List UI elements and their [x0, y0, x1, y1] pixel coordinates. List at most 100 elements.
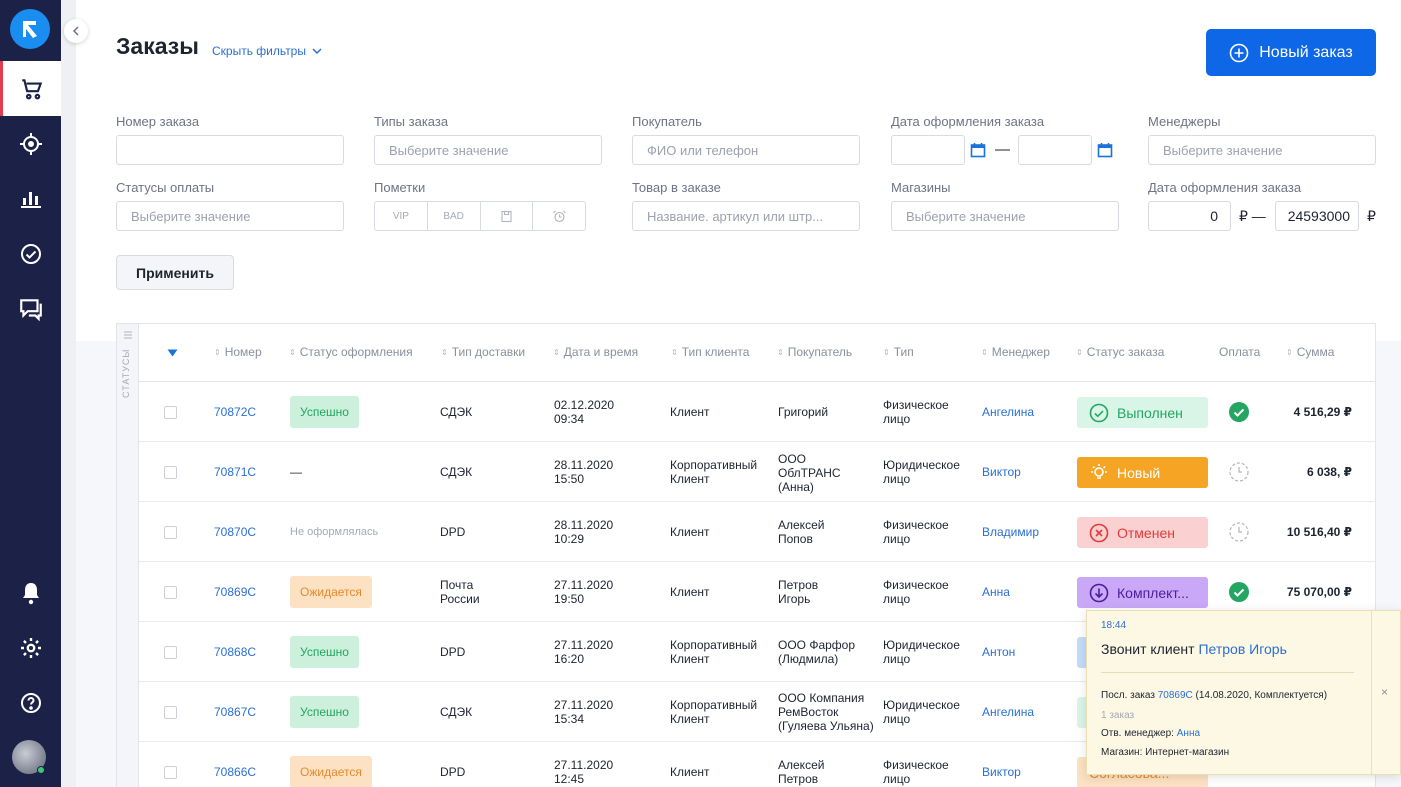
collapse-sidebar-button[interactable] [64, 19, 88, 43]
date-to-input[interactable] [1018, 135, 1092, 165]
mark-vip-toggle[interactable]: VIP [375, 202, 428, 230]
order-date: 02.12.2020 [554, 398, 615, 412]
statuses-label: СТАТУСЫ [121, 348, 131, 398]
calendar-icon[interactable] [970, 142, 986, 158]
new-order-button[interactable]: Новый заказ [1206, 29, 1376, 76]
column-header-delivery[interactable]: ⇕ Тип доставки [441, 345, 526, 359]
close-popup-button[interactable]: × [1381, 685, 1389, 699]
lightbulb-icon [1091, 463, 1107, 479]
buyer-name: Алексей Попов [778, 518, 825, 546]
order-date: 28.11.2020 [554, 458, 614, 472]
plus-circle-icon [1229, 43, 1249, 62]
order-number-link[interactable]: 70871С [214, 465, 257, 479]
payment-status-label: Статусы оплаты [116, 180, 215, 195]
order-sum: 10 516,40 ₽ [1286, 525, 1352, 539]
caller-link[interactable]: Петров Игорь [1198, 641, 1287, 657]
order-number-link[interactable]: 70866С [214, 765, 257, 779]
nav-orders-cart-icon[interactable] [0, 61, 61, 116]
manager-link[interactable]: Анна [982, 585, 1010, 599]
column-header-date[interactable]: ⇕ Дата и время [553, 345, 639, 359]
hide-filters-link[interactable]: Скрыть фильтры [212, 44, 322, 58]
order-types-select[interactable]: Выберите значение [374, 135, 602, 165]
order-status-badge[interactable]: Отменен [1077, 517, 1208, 548]
order-number-input[interactable] [116, 135, 344, 165]
manager-link[interactable]: Антон [982, 645, 1016, 659]
payment-pending-clock-icon [1229, 462, 1249, 482]
calendar-icon[interactable] [1097, 142, 1113, 158]
order-status-badge[interactable]: Новый [1077, 457, 1208, 488]
order-date: 27.11.2020 [554, 698, 614, 712]
order-time: 15:50 [554, 472, 585, 486]
mark-note-toggle[interactable] [481, 202, 534, 230]
manager-link[interactable]: Ангелина [982, 405, 1035, 419]
select-dropdown-caret-icon[interactable] [167, 349, 178, 357]
table-row[interactable]: 70872С Успешно СДЭК 02.12.2020 09:34 Кли… [139, 382, 1376, 442]
order-number-link[interactable]: 70870С [214, 525, 257, 539]
nav-help-icon[interactable] [0, 675, 61, 730]
manager-link[interactable]: Виктор [982, 465, 1021, 479]
order-sum: 6 038, ₽ [1306, 465, 1352, 479]
column-header-type[interactable]: ⇕ Тип [883, 345, 914, 359]
row-checkbox[interactable] [164, 706, 177, 719]
table-row[interactable]: 70869С Ожидается Почта России 27.11.2020… [139, 562, 1376, 622]
payment-paid-icon [1229, 402, 1249, 422]
payment-status-select[interactable]: Выберите значение [116, 201, 344, 231]
nav-settings-gear-icon[interactable] [0, 620, 61, 675]
column-header-manager[interactable]: ⇕ Менеджер [981, 345, 1050, 359]
row-checkbox[interactable] [164, 406, 177, 419]
row-checkbox[interactable] [164, 766, 177, 779]
row-checkbox[interactable] [164, 586, 177, 599]
mark-alarm-toggle[interactable] [533, 202, 585, 230]
column-header-sum[interactable]: ⇕ Сумма [1286, 345, 1335, 359]
table-row[interactable]: 70870С Не оформлялась DPD 28.11.2020 10:… [139, 502, 1376, 562]
sum-from-input[interactable]: 0 [1148, 201, 1231, 231]
row-checkbox[interactable] [164, 526, 177, 539]
column-header-client-type[interactable]: ⇕ Тип клиента [671, 345, 750, 359]
sidebar [0, 0, 61, 787]
column-header-number[interactable]: ⇕ Номер [214, 345, 262, 359]
sum-to-input[interactable]: 24593000 [1275, 201, 1359, 231]
popup-separator [1371, 611, 1372, 776]
manager-link[interactable]: Ангелина [982, 705, 1035, 719]
apply-filters-button[interactable]: Применить [116, 255, 234, 290]
order-number-link[interactable]: 70869С [214, 585, 257, 599]
order-number-link[interactable]: 70867С [214, 705, 257, 719]
manager-link[interactable]: Виктор [982, 765, 1021, 779]
sort-icon: ⇕ [883, 347, 890, 357]
person-type: Юридическое лицо [883, 698, 960, 726]
column-header-order-status[interactable]: ⇕ Статус заказа [1076, 345, 1165, 359]
nav-analytics-icon[interactable] [0, 171, 61, 226]
logo-icon[interactable] [10, 9, 50, 49]
nav-notifications-bell-icon[interactable] [0, 565, 61, 620]
order-date-label: Дата оформления заказа [891, 114, 1045, 129]
mark-bad-toggle[interactable]: BAD [428, 202, 481, 230]
row-checkbox[interactable] [164, 646, 177, 659]
delivery-type: DPD [440, 765, 466, 779]
column-header-buyer[interactable]: ⇕ Покупатель [777, 345, 853, 359]
nav-tasks-check-icon[interactable] [0, 226, 61, 281]
incoming-call-popup: 18:44 Звонит клиент Петров Игорь Посл. з… [1086, 610, 1401, 776]
sort-icon: ⇕ [1286, 347, 1293, 357]
column-header-payment[interactable]: Оплата [1219, 345, 1261, 359]
order-status-badge[interactable]: Выполнен [1077, 397, 1208, 428]
table-row[interactable]: 70871С — СДЭК 28.11.2020 15:50 Корпорати… [139, 442, 1376, 502]
statuses-panel-toggle[interactable]: СТАТУСЫ [117, 324, 139, 787]
date-from-input[interactable] [891, 135, 965, 165]
manager-link[interactable]: Владимир [982, 525, 1040, 539]
row-checkbox[interactable] [164, 466, 177, 479]
call-time: 18:44 [1101, 620, 1127, 631]
product-input[interactable]: Название. артикул или штр... [632, 201, 860, 231]
popup-manager-link[interactable]: Анна [1176, 728, 1201, 739]
column-header-reg-status[interactable]: ⇕ Статус оформления [289, 345, 413, 359]
managers-select[interactable]: Выберите значение [1148, 135, 1376, 165]
order-number-link[interactable]: 70868С [214, 645, 257, 659]
stores-select[interactable]: Выберите значение [891, 201, 1119, 231]
buyer-name: ООО Фарфор (Людмила) [778, 638, 856, 666]
order-status-badge[interactable]: Комплект... [1077, 577, 1208, 608]
nav-target-icon[interactable] [0, 116, 61, 171]
reg-status-badge: Успешно [290, 636, 359, 668]
nav-chat-icon[interactable] [0, 281, 61, 336]
order-number-link[interactable]: 70872С [214, 405, 257, 419]
buyer-input[interactable]: ФИО или телефон [632, 135, 860, 165]
last-order-link[interactable]: 70869С [1157, 690, 1193, 701]
